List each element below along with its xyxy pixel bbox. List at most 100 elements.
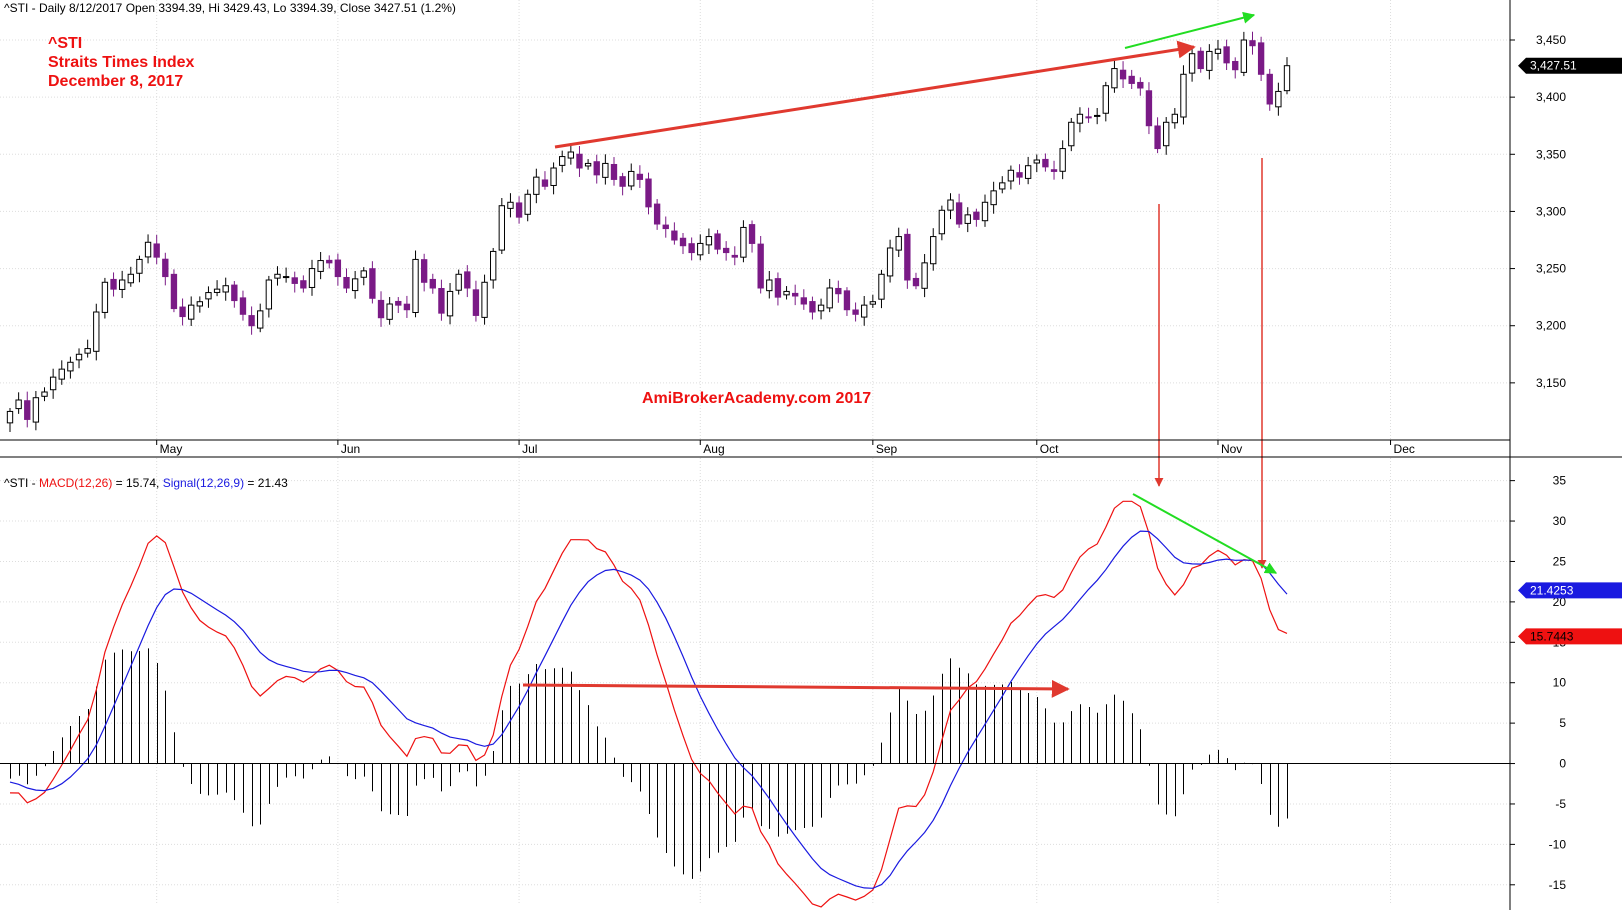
- macd-value-badge-text: 15.7443: [1530, 629, 1574, 643]
- candle-body: [835, 287, 842, 295]
- candle-body: [861, 304, 868, 318]
- candle-body: [1240, 39, 1248, 73]
- candle-body: [930, 236, 937, 265]
- trend-arrows: [522, 11, 1278, 698]
- macd-value-badge-bg: [1518, 628, 1622, 645]
- candle-body: [464, 271, 471, 289]
- candle-body: [1249, 40, 1256, 47]
- macd-histogram: [10, 648, 1288, 879]
- candle-body: [1275, 90, 1282, 108]
- candle-body: [490, 250, 497, 281]
- candle-body: [1214, 48, 1222, 54]
- last-price-badge-text: 3,427.51: [1530, 59, 1577, 73]
- candle-body: [1024, 165, 1032, 179]
- candle-body: [567, 151, 575, 159]
- candle-body: [964, 214, 971, 224]
- candle-body: [999, 182, 1006, 190]
- candle-body: [162, 258, 169, 278]
- candle-body: [1033, 159, 1040, 164]
- candle-body: [395, 300, 402, 306]
- candle-body: [282, 276, 290, 279]
- candle-body: [1197, 50, 1204, 70]
- candle-body: [524, 193, 531, 215]
- x-tick-label: May: [160, 442, 183, 456]
- candle-body: [41, 391, 48, 397]
- candle-body: [1137, 81, 1144, 89]
- candle-body: [386, 303, 393, 320]
- candle-body: [377, 299, 385, 319]
- candle-body: [15, 399, 22, 410]
- price-uptrend-arrow: [554, 40, 1196, 149]
- candle-body: [705, 236, 713, 246]
- candle-body: [110, 278, 117, 290]
- candle-body: [481, 281, 488, 318]
- price-higher-high-arrow: [1124, 11, 1256, 49]
- candle-body: [593, 161, 600, 176]
- candle-body: [722, 247, 730, 254]
- tick-labels: 3,150 3,200 3,250 3,300 3,350 3,400 3,450 May Ju…: [160, 33, 1567, 892]
- candle-body: [67, 361, 74, 372]
- candle-body: [75, 353, 83, 361]
- candle-body: [1232, 60, 1239, 71]
- candle-body: [472, 289, 480, 316]
- candle-body: [809, 301, 816, 313]
- macd-legend-value: = 15.74,: [112, 476, 163, 490]
- candle-body: [1119, 69, 1127, 80]
- candle-body: [300, 280, 307, 289]
- price-candles: [6, 31, 1291, 432]
- candle-body: [455, 273, 462, 291]
- candle-body: [610, 163, 618, 180]
- x-tick-label: Oct: [1040, 442, 1059, 456]
- macd-y-tick-label: 25: [1553, 554, 1567, 568]
- macd-lower-high-arrow: [1132, 493, 1278, 574]
- candle-body: [343, 276, 350, 289]
- candle-body: [783, 290, 790, 296]
- macd-y-tick-label: 0: [1559, 757, 1566, 771]
- candle-body: [1094, 114, 1101, 117]
- candle-body: [196, 301, 203, 307]
- price-y-tick-label: 3,200: [1536, 319, 1566, 333]
- candle-body: [869, 301, 877, 305]
- candle-body: [947, 199, 954, 211]
- candle-body: [403, 303, 411, 311]
- candle-body: [843, 290, 851, 311]
- signal-value-badge-text: 21.4253: [1530, 583, 1574, 597]
- price-y-tick-label: 3,150: [1536, 376, 1566, 390]
- macd-y-tick-label: -15: [1549, 878, 1567, 892]
- candle-body: [1188, 53, 1196, 74]
- candle-body: [265, 279, 273, 310]
- candle-body: [990, 190, 997, 206]
- candle-body: [955, 202, 963, 225]
- candle-body: [179, 306, 186, 318]
- candle-body: [369, 268, 376, 299]
- candle-body: [973, 211, 980, 220]
- candle-body: [308, 268, 316, 288]
- macd-y-tick-label: 10: [1553, 676, 1567, 690]
- macd-y-tick-label: 30: [1553, 514, 1567, 528]
- candle-body: [1076, 113, 1084, 124]
- candle-body: [938, 209, 946, 235]
- candle-body: [740, 226, 747, 258]
- candle-body: [420, 259, 428, 283]
- annotation-title: ^STI Straits Times Index December 8, 201…: [48, 34, 194, 91]
- price-y-tick-label: 3,400: [1536, 90, 1566, 104]
- candle-body: [800, 297, 807, 305]
- candle-body: [1283, 65, 1291, 92]
- candle-body: [170, 273, 178, 310]
- signal-line: [9, 530, 1288, 889]
- macd-pane-header: ^STI - MACD(12,26) = 15.74, Signal(12,26…: [4, 476, 288, 490]
- candle-body: [1085, 116, 1092, 119]
- candle-body: [1128, 75, 1135, 84]
- candle-body: [748, 224, 756, 244]
- candle-body: [852, 309, 859, 315]
- candle-body: [912, 277, 920, 287]
- candle-body: [1145, 90, 1153, 127]
- candle-body: [274, 273, 281, 279]
- candle-body: [774, 278, 782, 298]
- candle-body: [1050, 169, 1058, 172]
- candle-body: [731, 254, 738, 258]
- candle-body: [1266, 73, 1273, 105]
- candle-body: [559, 156, 566, 166]
- candle-body: [222, 285, 229, 293]
